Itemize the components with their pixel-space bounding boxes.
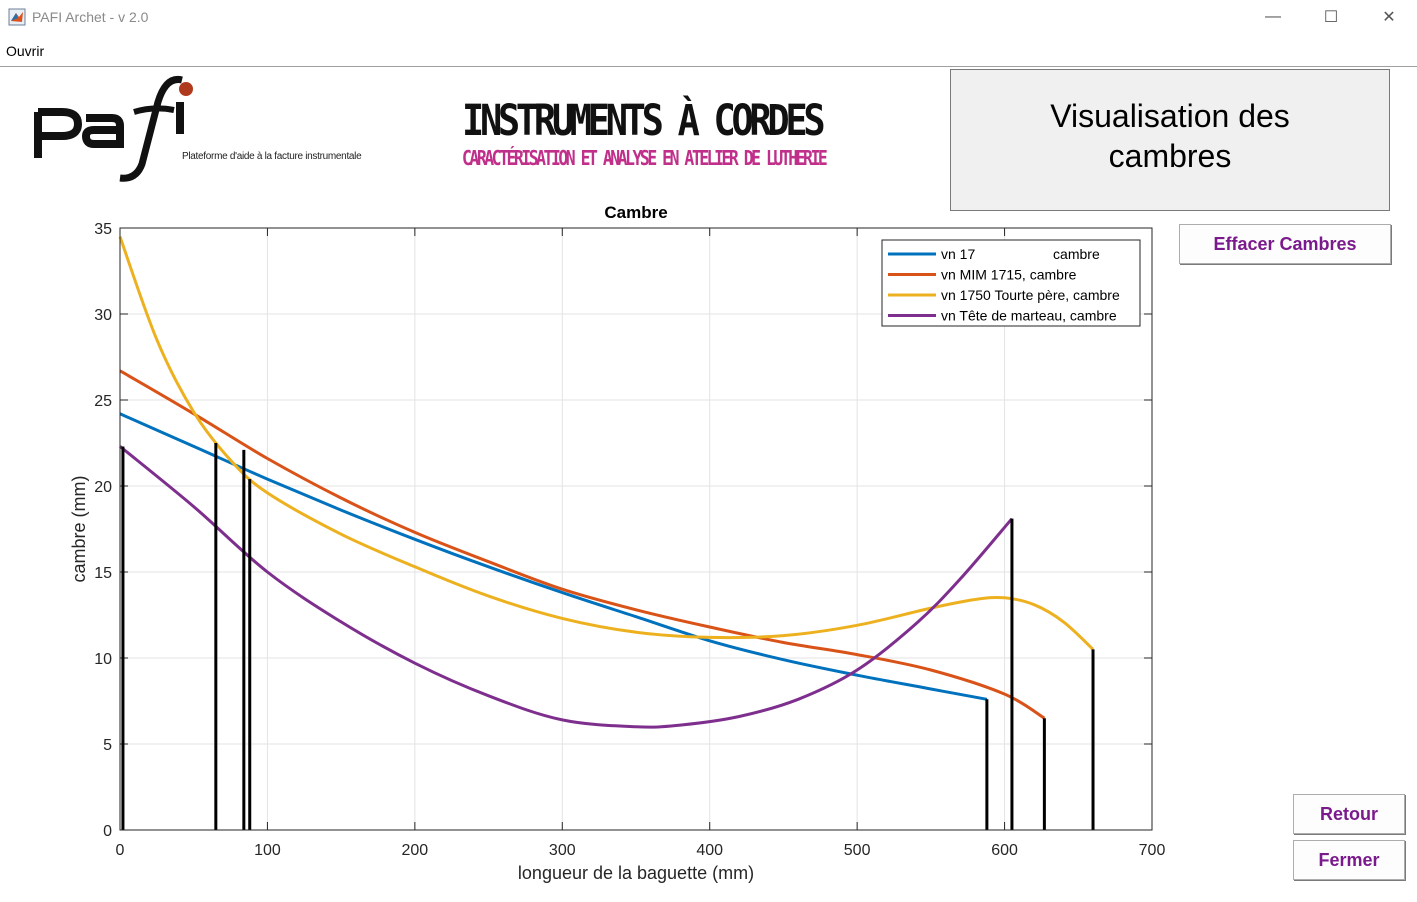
y-tick-label: 30 [94, 307, 112, 324]
pafi-logo [34, 75, 193, 182]
window-titlebar: PAFI Archet - v 2.0 — ☐ ✕ [0, 0, 1417, 36]
y-axis-label: cambre (mm) [69, 476, 89, 583]
y-tick-label: 20 [94, 479, 112, 496]
series-line-4 [119, 445, 1014, 729]
x-axis-label: longueur de la baguette (mm) [518, 863, 754, 883]
clear-cambres-button[interactable]: Effacer Cambres [1179, 224, 1391, 264]
y-tick-label: 25 [94, 393, 112, 410]
banner-subtitle: CARACTÉRISATION ET ANALYSE EN ATELIER DE… [462, 146, 828, 170]
chart-title: Cambre [604, 203, 667, 222]
back-button[interactable]: Retour [1293, 794, 1405, 834]
y-tick-label: 15 [94, 565, 112, 582]
series-line-3 [118, 236, 1095, 651]
series-lines [118, 236, 1095, 729]
close-button[interactable]: Fermer [1293, 840, 1405, 880]
plot-area [120, 228, 1152, 830]
minimize-button[interactable]: — [1244, 0, 1302, 34]
legend-label-2: vn MIM 1715, cambre [941, 267, 1077, 283]
window-title: PAFI Archet - v 2.0 [32, 9, 149, 25]
maximize-icon: ☐ [1323, 9, 1339, 26]
close-icon: ✕ [1382, 9, 1396, 26]
legend-label-1: vn 17 cambre [941, 246, 1100, 262]
x-tick-label: 300 [549, 842, 576, 859]
maximize-button[interactable]: ☐ [1302, 0, 1360, 34]
legend: vn 17 cambre vn MIM 1715, cambre vn 1750 T… [881, 239, 1141, 327]
y-tick-label: 10 [94, 651, 112, 668]
x-tick-label: 200 [402, 842, 429, 859]
x-tick-label: 0 [116, 842, 125, 859]
x-tick-label: 400 [696, 842, 723, 859]
y-tick-label: 5 [103, 737, 112, 754]
series-line-1 [119, 412, 988, 701]
x-tick-label: 100 [254, 842, 281, 859]
x-tick-label: 700 [1139, 842, 1166, 859]
y-tick-label: 35 [94, 221, 112, 238]
y-tick-label: 0 [103, 823, 112, 840]
vertical-markers [121, 443, 1095, 830]
menu-open[interactable]: Ouvrir [6, 43, 45, 59]
banner-title: INSTRUMENTS À CORDES [462, 96, 826, 146]
series-line-2 [119, 369, 1046, 720]
axis-ticks: 0 100 200 300 400 500 600 700 0 5 10 15 20 25 30 35 [94, 221, 1165, 859]
minimize-icon: — [1265, 8, 1281, 25]
logo-tagline: Plateforme d'aide à la facture instrumen… [182, 151, 362, 162]
panel-title: Visualisation des cambres [1050, 98, 1290, 174]
visualisation-panel: Visualisation des cambres [950, 69, 1390, 211]
x-tick-label: 500 [844, 842, 871, 859]
close-window-button[interactable]: ✕ [1360, 0, 1417, 34]
plot-frame [119, 227, 1153, 831]
matlab-app-icon [8, 8, 26, 26]
legend-label-4: vn Tête de marteau, cambre [941, 308, 1117, 324]
legend-label-3: vn 1750 Tourte père, cambre [941, 287, 1120, 303]
menu-bar: Ouvrir [0, 38, 1417, 67]
x-tick-label: 600 [991, 842, 1018, 859]
